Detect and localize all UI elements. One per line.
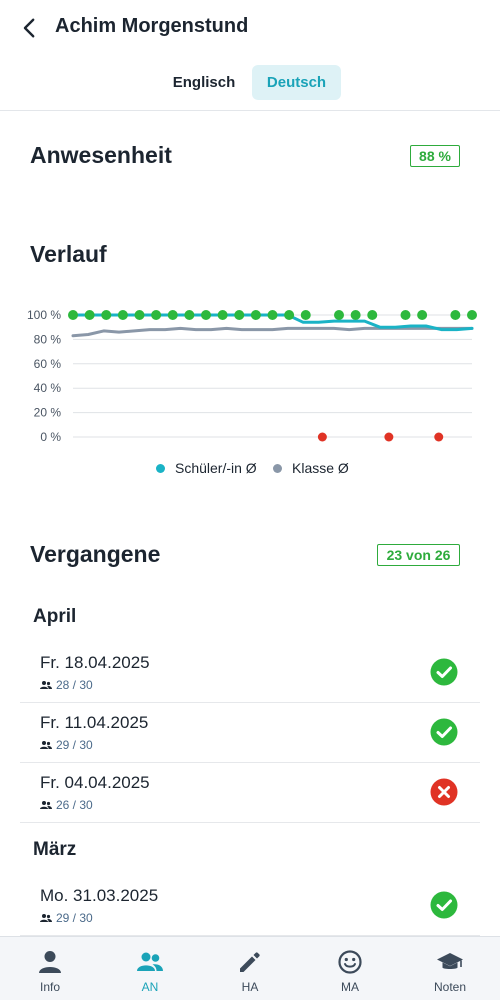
present-marker bbox=[117, 310, 128, 320]
entry-date: Fr. 04.04.2025 bbox=[40, 773, 150, 792]
nav-item-an[interactable]: AN bbox=[100, 937, 200, 1000]
present-marker bbox=[134, 310, 145, 320]
legend-dot-class bbox=[273, 463, 282, 473]
people-icon bbox=[40, 801, 52, 809]
people-icon bbox=[137, 952, 163, 971]
people-icon bbox=[40, 681, 52, 689]
entry-count-text: 26 / 30 bbox=[56, 798, 93, 812]
month-heading-maerz: März bbox=[33, 839, 77, 860]
entry-count: 29 / 30 bbox=[40, 738, 93, 752]
absent-marker bbox=[434, 432, 444, 442]
legend-label-student: Schüler/-in Ø bbox=[175, 460, 257, 476]
legend-dot-student bbox=[156, 463, 165, 473]
people-icon bbox=[40, 741, 52, 749]
present-marker bbox=[151, 310, 162, 320]
y-tick-label: 40 % bbox=[34, 381, 62, 395]
present-marker bbox=[400, 310, 411, 320]
present-marker bbox=[234, 310, 245, 320]
pencil-icon bbox=[240, 952, 260, 972]
entry-count: 29 / 30 bbox=[40, 911, 93, 925]
entry-count-text: 28 / 30 bbox=[56, 678, 93, 692]
bottom-nav: Info AN HA MA Noten bbox=[0, 936, 500, 1000]
nav-label-ma: MA bbox=[341, 980, 359, 994]
entry-count: 28 / 30 bbox=[40, 678, 93, 692]
list-item[interactable]: Mo. 31.03.2025 29 / 30 bbox=[20, 876, 480, 936]
nav-item-ma[interactable]: MA bbox=[300, 937, 400, 1000]
legend-item-student: Schüler/-in Ø bbox=[156, 460, 257, 476]
present-marker bbox=[184, 310, 195, 320]
present-marker bbox=[217, 310, 228, 320]
nav-label-noten: Noten bbox=[433, 980, 467, 994]
attendance-chart-svg: 100 % 80 % 60 % 40 % 20 % 0 % bbox=[27, 308, 477, 444]
history-title: Verlauf bbox=[30, 241, 107, 267]
present-marker bbox=[167, 310, 178, 320]
present-marker bbox=[284, 310, 295, 320]
nav-item-noten[interactable]: Noten bbox=[400, 937, 500, 1000]
nav-item-ha[interactable]: HA bbox=[200, 937, 300, 1000]
past-badge: 23 von 26 bbox=[377, 544, 460, 566]
absent-marker bbox=[317, 432, 327, 442]
subject-tabs: Englisch Deutsch bbox=[0, 65, 500, 101]
app-header: Achim Morgenstund bbox=[0, 0, 500, 56]
chart-legend: Schüler/-in Ø Klasse Ø bbox=[0, 460, 500, 480]
check-circle-icon bbox=[430, 718, 458, 746]
present-marker bbox=[467, 310, 477, 320]
entry-count-text: 29 / 30 bbox=[56, 738, 93, 752]
entry-date: Mo. 31.03.2025 bbox=[40, 886, 159, 905]
entry-count-text: 29 / 30 bbox=[56, 911, 93, 925]
present-marker bbox=[367, 310, 378, 320]
check-circle-icon bbox=[430, 891, 458, 919]
smiley-icon bbox=[338, 950, 362, 974]
cross-circle-icon bbox=[430, 778, 458, 806]
y-tick-label: 80 % bbox=[34, 332, 62, 346]
present-marker bbox=[300, 310, 311, 320]
present-marker bbox=[250, 310, 261, 320]
list-item[interactable]: Fr. 04.04.2025 26 / 30 bbox=[20, 763, 480, 823]
graduation-cap-icon bbox=[437, 953, 463, 969]
attendance-chart: 100 % 80 % 60 % 40 % 20 % 0 % bbox=[0, 300, 500, 490]
entry-date: Fr. 18.04.2025 bbox=[40, 653, 150, 672]
past-title: Vergangene bbox=[30, 541, 161, 567]
absent-marker bbox=[384, 432, 394, 442]
chevron-left-icon bbox=[23, 18, 35, 38]
nav-label-an: AN bbox=[141, 980, 159, 994]
divider bbox=[0, 110, 500, 111]
month-heading-april: April bbox=[33, 606, 77, 627]
present-marker bbox=[450, 310, 461, 320]
people-icon bbox=[40, 914, 52, 922]
list-item[interactable]: Fr. 11.04.2025 29 / 30 bbox=[20, 703, 480, 763]
nav-label-ha: HA bbox=[241, 980, 259, 994]
list-item[interactable]: Fr. 18.04.2025 28 / 30 bbox=[20, 643, 480, 703]
present-marker bbox=[84, 310, 95, 320]
series-line-class bbox=[71, 326, 474, 338]
present-marker bbox=[417, 310, 428, 320]
nav-label-info: Info bbox=[39, 980, 60, 994]
present-marker bbox=[201, 310, 211, 320]
check-circle-icon bbox=[430, 658, 458, 686]
entry-count: 26 / 30 bbox=[40, 798, 93, 812]
entry-date: Fr. 11.04.2025 bbox=[40, 713, 149, 732]
y-tick-label: 0 % bbox=[40, 430, 61, 444]
legend-item-class: Klasse Ø bbox=[273, 460, 349, 476]
y-tick-label: 100 % bbox=[27, 308, 61, 322]
back-button[interactable] bbox=[14, 12, 46, 44]
present-marker bbox=[350, 310, 361, 320]
y-tick-label: 60 % bbox=[34, 357, 62, 371]
attendance-title: Anwesenheit bbox=[30, 142, 172, 168]
present-marker bbox=[267, 310, 278, 320]
person-icon bbox=[39, 951, 61, 973]
tab-deutsch[interactable]: Deutsch bbox=[252, 65, 341, 100]
present-marker bbox=[68, 310, 78, 320]
y-tick-label: 20 % bbox=[34, 406, 62, 420]
legend-label-class: Klasse Ø bbox=[292, 460, 349, 476]
present-marker bbox=[101, 310, 112, 320]
tab-englisch[interactable]: Englisch bbox=[172, 74, 236, 91]
present-marker bbox=[334, 310, 344, 320]
nav-item-info[interactable]: Info bbox=[0, 937, 100, 1000]
attendance-badge: 88 % bbox=[410, 145, 460, 167]
student-name: Achim Morgenstund bbox=[55, 15, 249, 37]
